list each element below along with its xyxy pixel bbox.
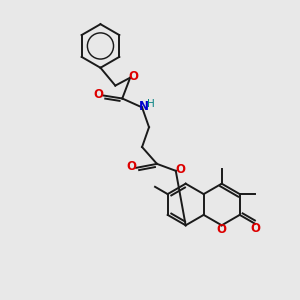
Text: N: N <box>139 100 149 113</box>
Text: O: O <box>217 223 227 236</box>
Text: O: O <box>94 88 103 101</box>
Text: O: O <box>126 160 136 173</box>
Text: O: O <box>176 163 186 176</box>
Text: H: H <box>147 99 155 110</box>
Text: O: O <box>128 70 138 83</box>
Text: O: O <box>250 222 260 235</box>
